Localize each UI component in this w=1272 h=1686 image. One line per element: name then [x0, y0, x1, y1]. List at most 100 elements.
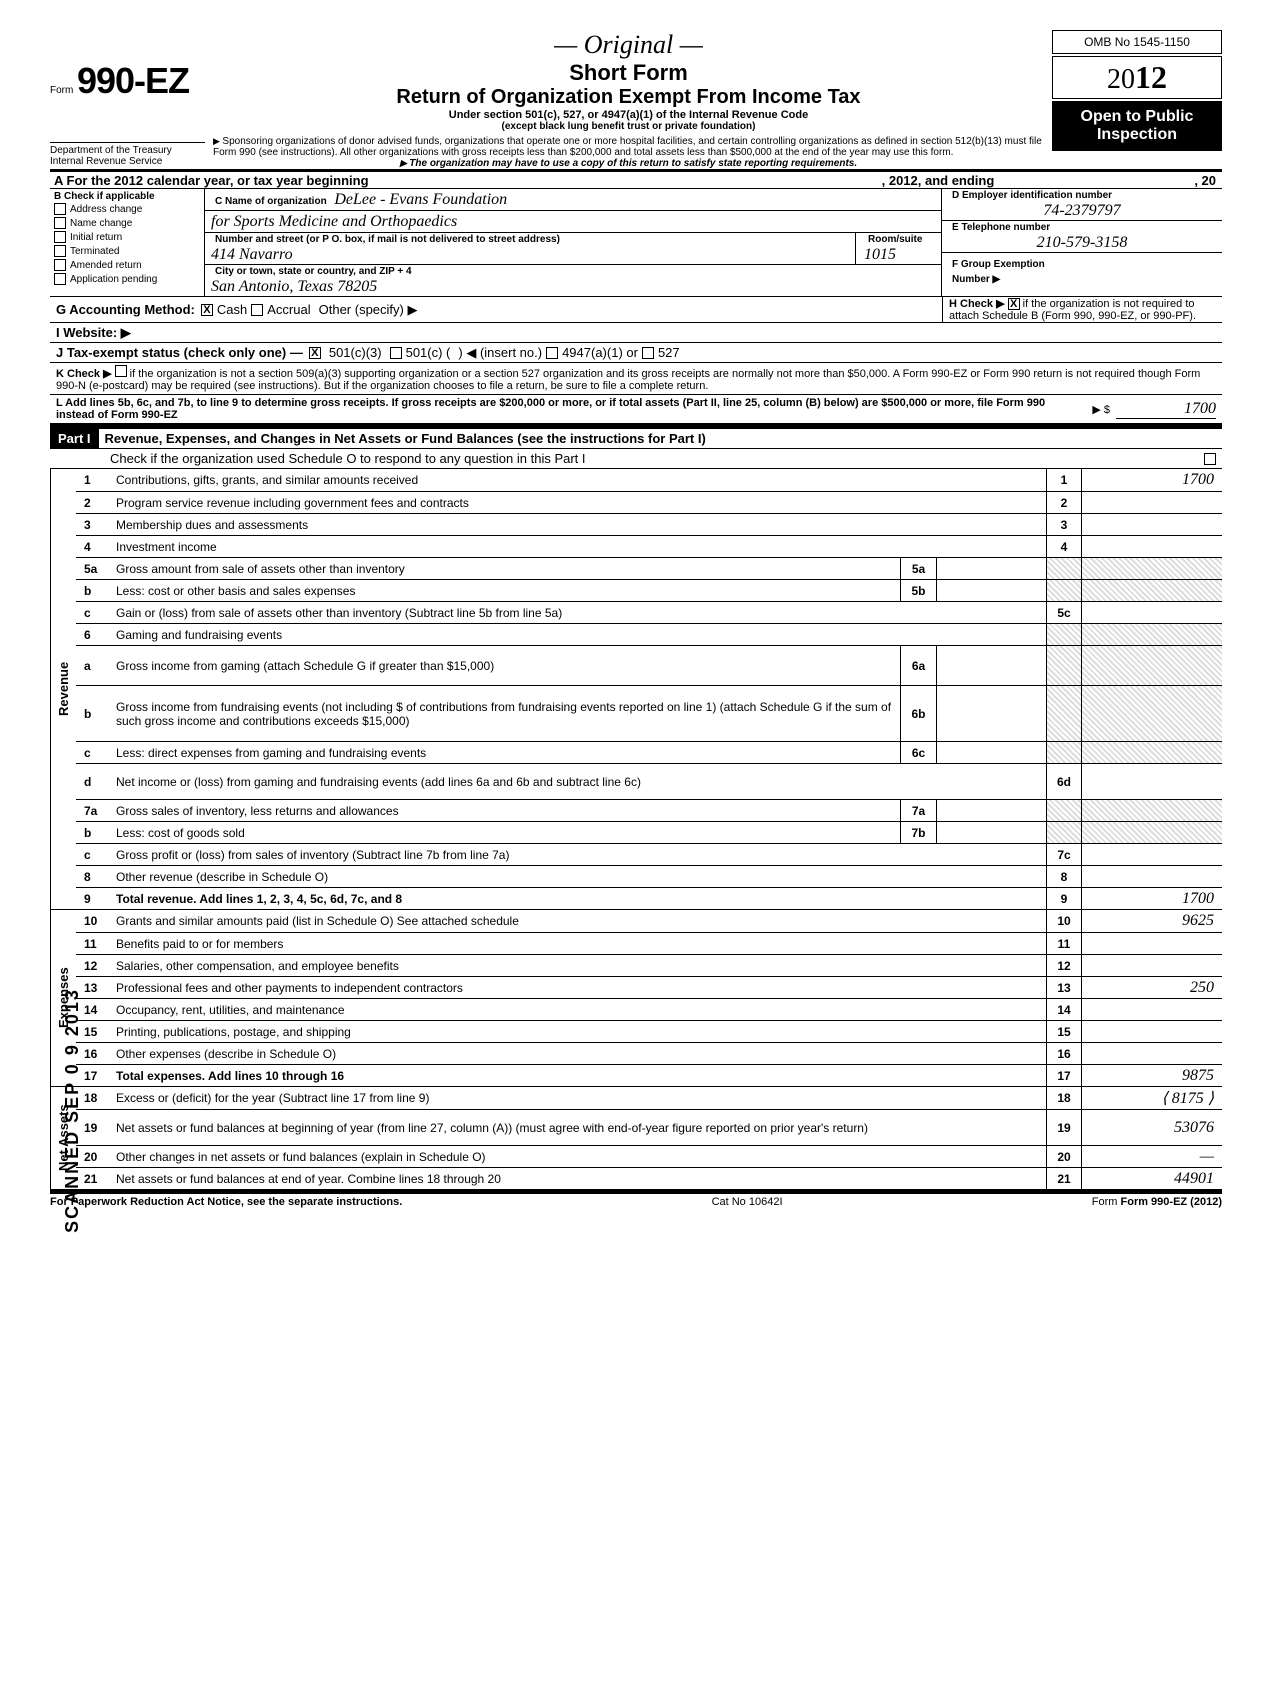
short-form-title: Short Form: [213, 60, 1044, 86]
j-insert: ) ◀ (insert no.): [454, 345, 546, 361]
j-row: J Tax-exempt status (check only one) — X…: [50, 343, 1222, 363]
e-label: E Telephone number: [948, 221, 1054, 234]
cb-cash[interactable]: X: [201, 304, 213, 316]
revenue-lines: 1Contributions, gifts, grants, and simil…: [76, 469, 1222, 909]
line-7a-desc: Gross sales of inventory, less returns a…: [112, 800, 900, 821]
line-6b-desc: Gross income from fundraising events (no…: [112, 686, 900, 741]
cb-terminated[interactable]: Terminated: [54, 244, 200, 258]
line-3-desc: Membership dues and assessments: [112, 514, 1046, 535]
line-15-desc: Printing, publications, postage, and shi…: [112, 1021, 1046, 1042]
omb-number: OMB No 1545-1150: [1052, 30, 1222, 54]
line-6-desc: Gaming and fundraising events: [112, 624, 1046, 645]
h-box: H Check ▶ X if the organization is not r…: [942, 297, 1222, 322]
cb-accrual[interactable]: [251, 304, 263, 316]
title-box: — Original — Short Form Return of Organi…: [205, 30, 1052, 169]
line-6d-val: [1082, 764, 1222, 799]
year-prefix: 20: [1107, 64, 1135, 95]
line-13-val: 250: [1082, 977, 1222, 998]
subtitle: Under section 501(c), 527, or 4947(a)(1)…: [213, 109, 1044, 121]
phone-value: 210-579-3158: [1037, 234, 1128, 252]
cb-501c[interactable]: [390, 347, 402, 359]
col-d: D Employer identification number 74-2379…: [942, 189, 1222, 296]
cb-pending[interactable]: Application pending: [54, 272, 200, 286]
g-label: G Accounting Method:: [50, 302, 201, 317]
bcd-block: B Check if applicable Address change Nam…: [50, 189, 1222, 297]
line-4-val: [1082, 536, 1222, 557]
section-a-row: A For the 2012 calendar year, or tax yea…: [50, 169, 1222, 189]
return-title: Return of Organization Exempt From Incom…: [213, 86, 1044, 109]
street-address: 414 Navarro: [211, 246, 293, 263]
line-1-desc: Contributions, gifts, grants, and simila…: [112, 469, 1046, 491]
j-label: J Tax-exempt status (check only one) —: [50, 345, 309, 360]
open-public-badge: Open to Public Inspection: [1052, 101, 1222, 151]
line-17-val: 9875: [1082, 1065, 1222, 1086]
org-name: DeLee - Evans Foundation: [334, 191, 507, 208]
irs-label: Internal Revenue Service: [50, 156, 205, 167]
cb-initial[interactable]: Initial return: [54, 230, 200, 244]
cb-k[interactable]: [115, 365, 127, 377]
org-name-row: C Name of organization DeLee - Evans Fou…: [205, 189, 941, 211]
paperwork-notice: For Paperwork Reduction Act Notice, see …: [50, 1196, 402, 1208]
col-c: C Name of organization DeLee - Evans Fou…: [205, 189, 942, 296]
line-10-desc: Grants and similar amounts paid (list in…: [112, 910, 1046, 932]
f-label2: Number ▶: [948, 273, 1004, 286]
cb-501c3[interactable]: X: [309, 347, 321, 359]
part1-title: Revenue, Expenses, and Changes in Net As…: [99, 431, 706, 446]
line-16-val: [1082, 1043, 1222, 1064]
j-501c3: 501(c)(3): [321, 345, 390, 360]
org-name2: for Sports Medicine and Orthopaedics: [211, 213, 457, 231]
line-5c-val: [1082, 602, 1222, 623]
line-2-val: [1082, 492, 1222, 513]
cb-4947[interactable]: [546, 347, 558, 359]
l-row: L Add lines 5b, 6c, and 7b, to line 9 to…: [50, 395, 1222, 426]
note2: The organization may have to use a copy …: [213, 158, 1044, 169]
line-4-desc: Investment income: [112, 536, 1046, 557]
line-6a-desc: Gross income from gaming (attach Schedul…: [112, 646, 900, 685]
a-label: A For the 2012 calendar year, or tax yea…: [50, 173, 369, 188]
cb-h[interactable]: X: [1008, 298, 1020, 310]
line-13-desc: Professional fees and other payments to …: [112, 977, 1046, 998]
netassets-grid: Net Assets 18Excess or (deficit) for the…: [50, 1087, 1222, 1192]
dept-treasury: Department of the Treasury: [50, 142, 205, 156]
col-b: B Check if applicable Address change Nam…: [50, 189, 205, 296]
part1-header: Part I Revenue, Expenses, and Changes in…: [50, 426, 1222, 449]
cb-name[interactable]: Name change: [54, 216, 200, 230]
form-footer: Form Form 990-EZ (2012): [1092, 1196, 1222, 1208]
line-14-val: [1082, 999, 1222, 1020]
ein-row: D Employer identification number 74-2379…: [942, 189, 1222, 221]
line-18-desc: Excess or (deficit) for the year (Subtra…: [112, 1087, 1046, 1109]
line-20-desc: Other changes in net assets or fund bala…: [112, 1146, 1046, 1167]
line-16-desc: Other expenses (describe in Schedule O): [112, 1043, 1046, 1064]
line-8-val: [1082, 866, 1222, 887]
j-4947: 4947(a)(1) or: [558, 345, 642, 360]
line-21-desc: Net assets or fund balances at end of ye…: [112, 1168, 1046, 1189]
line-7b-desc: Less: cost of goods sold: [112, 822, 900, 843]
line-20-val: —: [1082, 1146, 1222, 1167]
line-9-val: 1700: [1082, 888, 1222, 909]
line-17-desc: Total expenses. Add lines 10 through 16: [112, 1065, 1046, 1086]
line-14-desc: Occupancy, rent, utilities, and maintena…: [112, 999, 1046, 1020]
city-label: City or town, state or country, and ZIP …: [211, 265, 935, 278]
j-527: 527: [654, 345, 684, 360]
cb-527[interactable]: [642, 347, 654, 359]
k-row: K Check ▶ if the organization is not a s…: [50, 363, 1222, 395]
line-7c-desc: Gross profit or (loss) from sales of inv…: [112, 844, 1046, 865]
part1-check-row: Check if the organization used Schedule …: [50, 449, 1222, 469]
addr-label: Number and street (or P O. box, if mail …: [211, 233, 855, 246]
note1: Sponsoring organizations of donor advise…: [213, 136, 1044, 158]
line-12-val: [1082, 955, 1222, 976]
j-501c: 501(c) (: [402, 345, 455, 360]
form-header: Form 990-EZ Department of the Treasury I…: [50, 30, 1222, 169]
line-2-desc: Program service revenue including govern…: [112, 492, 1046, 513]
room-suite: 1015: [864, 246, 896, 263]
cb-address[interactable]: Address change: [54, 202, 200, 216]
k-label: K Check ▶: [56, 368, 112, 380]
cb-amended[interactable]: Amended return: [54, 258, 200, 272]
a-mid: , 2012, and ending: [882, 173, 995, 188]
line-18-val: ⟨ 8175 ⟩: [1082, 1087, 1222, 1109]
f-label: F Group Exemption: [948, 258, 1049, 271]
line-11-desc: Benefits paid to or for members: [112, 933, 1046, 954]
phone-row: E Telephone number 210-579-3158: [942, 221, 1222, 253]
org-name2-row: for Sports Medicine and Orthopaedics: [205, 211, 941, 233]
cb-part1[interactable]: [1204, 453, 1216, 465]
